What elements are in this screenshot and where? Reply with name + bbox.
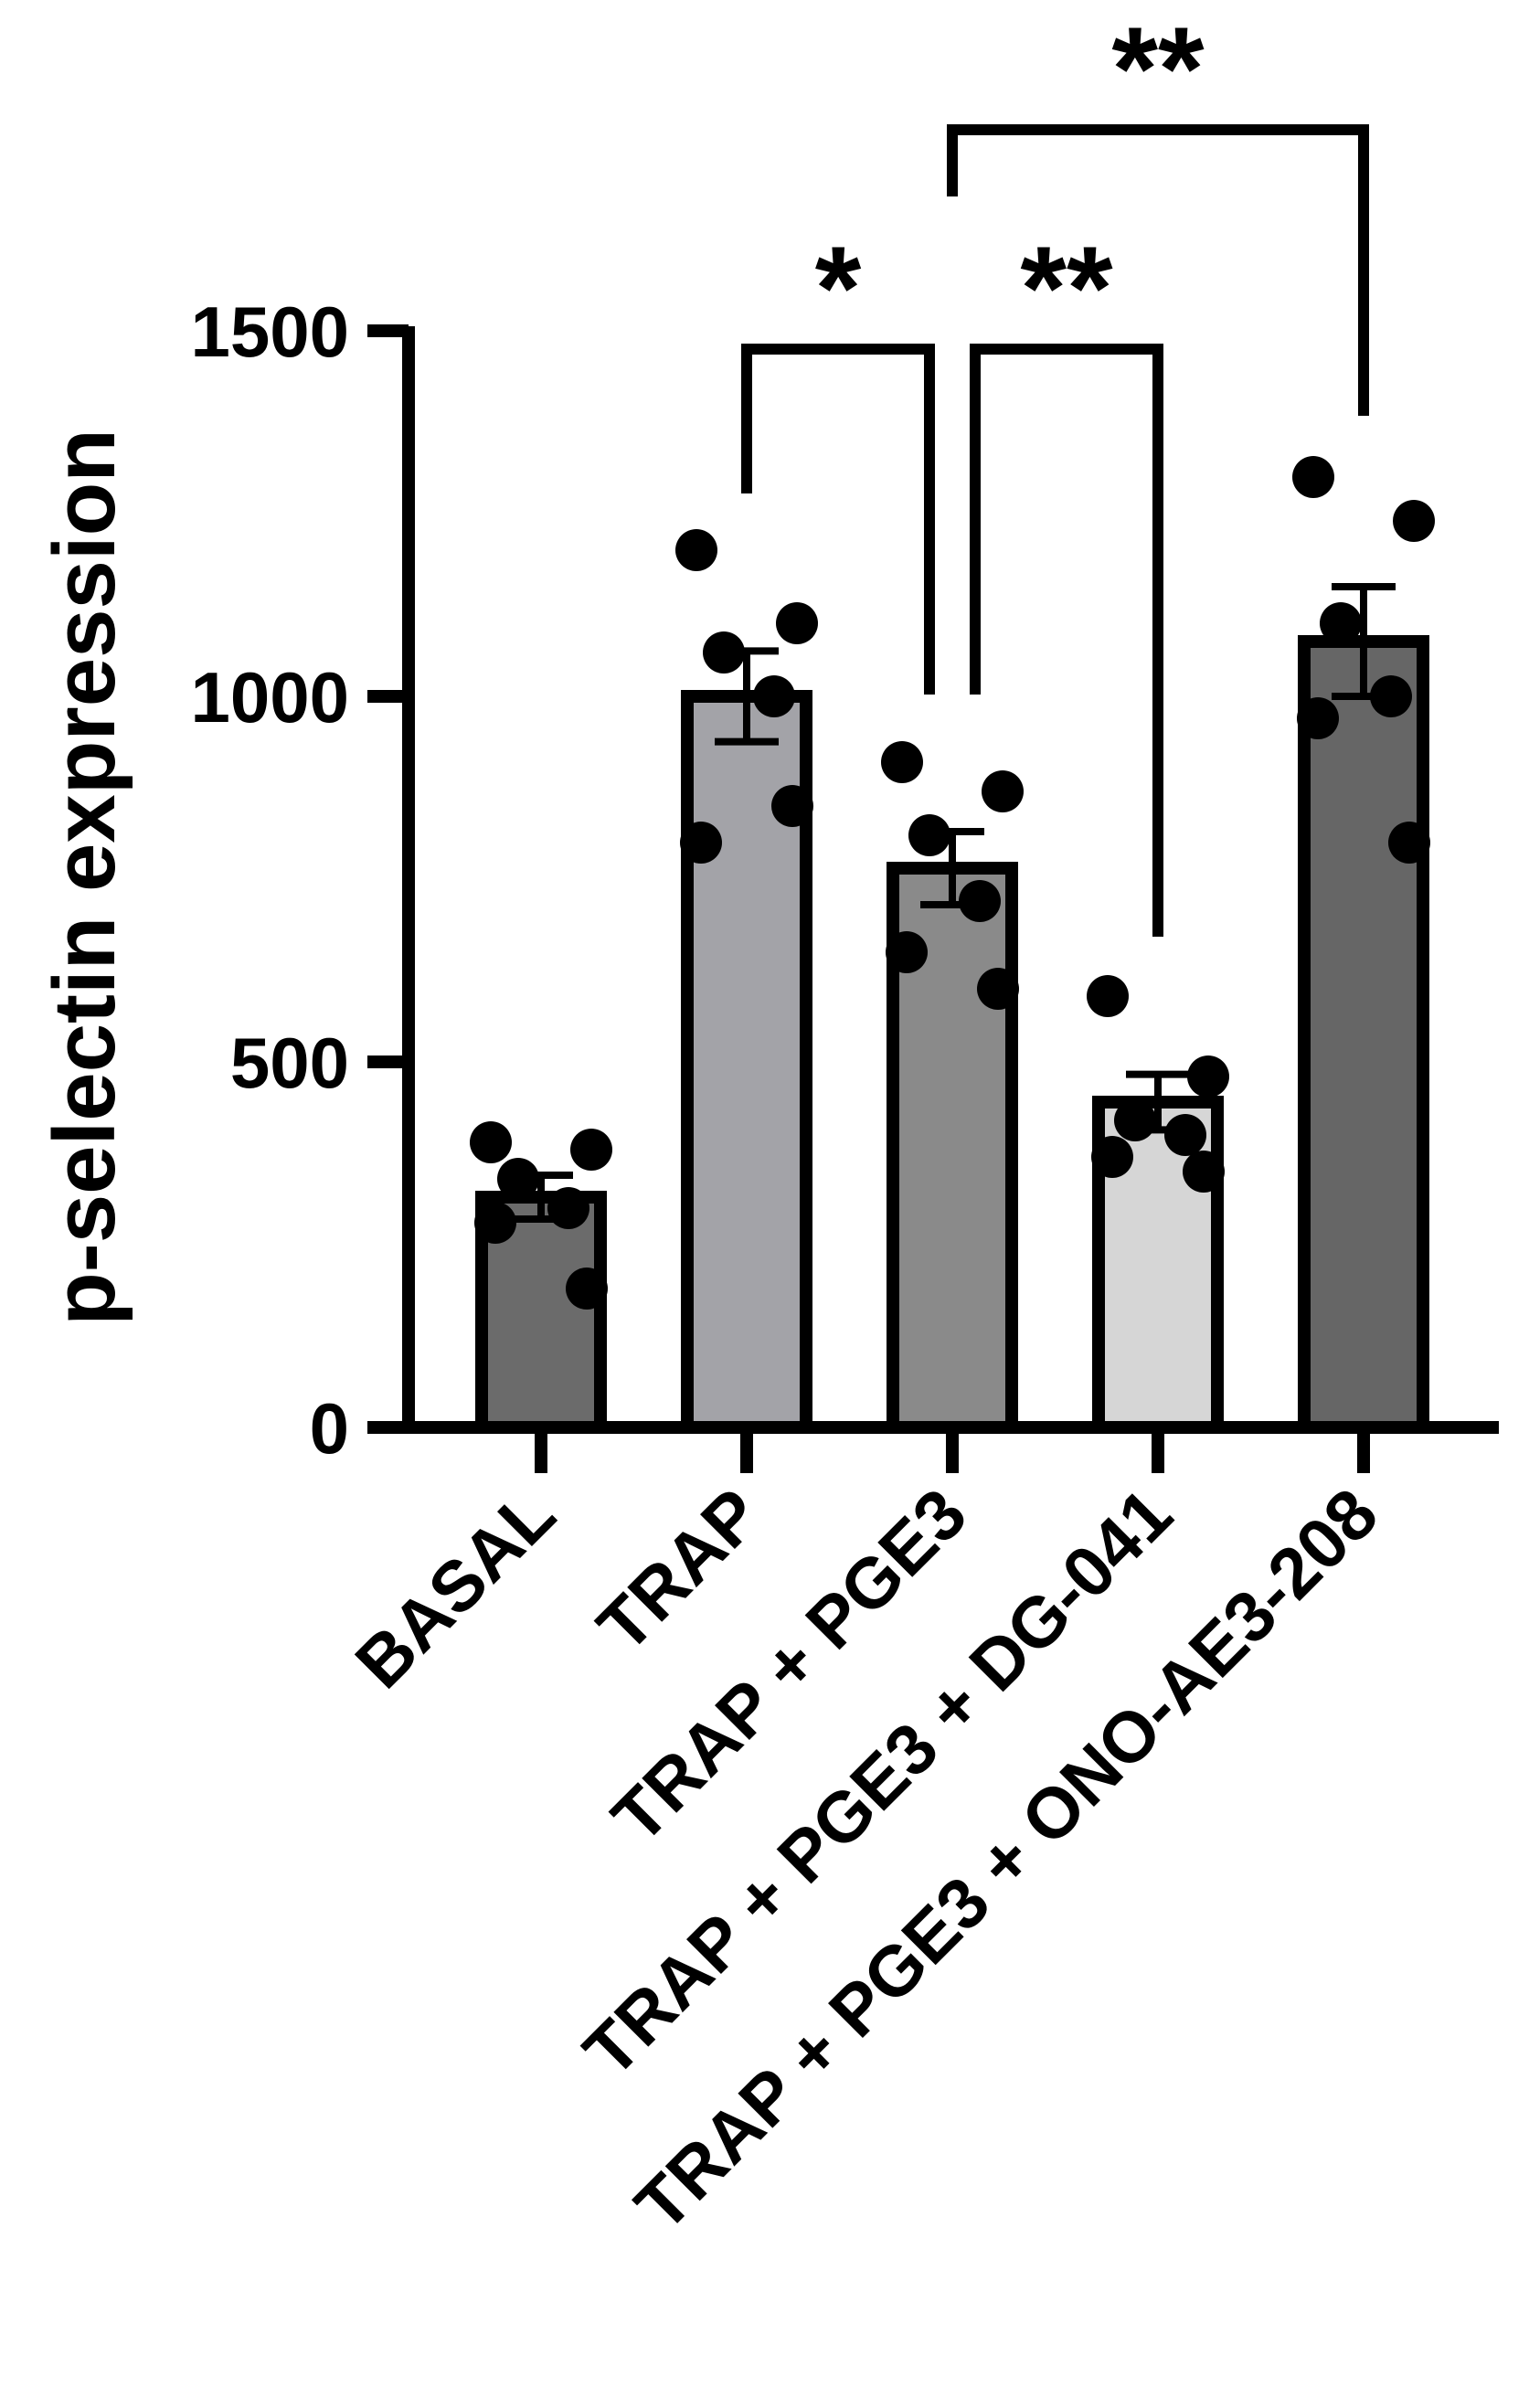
data-point [1320,602,1362,644]
error-bars [509,583,1396,1223]
error-bar [1126,1070,1190,1134]
data-points [470,456,1435,1310]
bar [1298,635,1429,1434]
significance-bracket: ** [947,2,1369,416]
data-point [474,1202,516,1244]
bars [475,635,1429,1434]
data-point [753,675,795,717]
data-point [1393,500,1435,542]
category-label: TRAP + PGE3 + ONO-AE3-208 [620,1473,1393,2246]
data-point [1187,1055,1229,1098]
y-tick-label: 0 [310,1388,349,1469]
significance-label: ** [1111,2,1205,135]
significance-bracket: ** [970,221,1163,937]
y-tick-label: 1000 [190,657,349,737]
data-point [675,529,717,571]
data-point [1087,975,1129,1017]
error-bar [715,647,779,746]
data-point [566,1268,608,1310]
y-tick-label: 1500 [190,292,349,372]
y-axis-title-group: p-selectin expression [36,429,133,1326]
data-point [977,968,1019,1010]
data-point [470,1121,512,1163]
data-point [547,1187,589,1229]
data-point [771,785,813,827]
y-tick-label: 500 [230,1023,349,1103]
significance-bracket: * [741,221,935,695]
data-point [1183,1151,1225,1193]
data-point [1297,697,1339,739]
y-axis-title: p-selectin expression [36,429,133,1326]
data-point [886,931,928,973]
error-bar [920,828,984,908]
data-point [881,741,923,783]
data-point [776,602,818,644]
data-point [1114,1099,1156,1141]
data-point [570,1129,612,1171]
data-point [982,770,1024,812]
data-point [1292,456,1334,498]
category-label: TRAP [582,1473,776,1667]
significance-brackets: * **** [741,2,1369,937]
data-point [680,822,722,864]
data-point [1091,1136,1133,1178]
category-label: BASAL [340,1473,570,1703]
error-bar [1332,583,1396,700]
error-bar [509,1172,573,1223]
significance-label: ** [1020,221,1113,355]
significance-label: * [815,221,862,355]
data-point [1164,1114,1206,1156]
category-label: TRAP + PGE3 [597,1473,982,1858]
data-point [1388,822,1430,864]
